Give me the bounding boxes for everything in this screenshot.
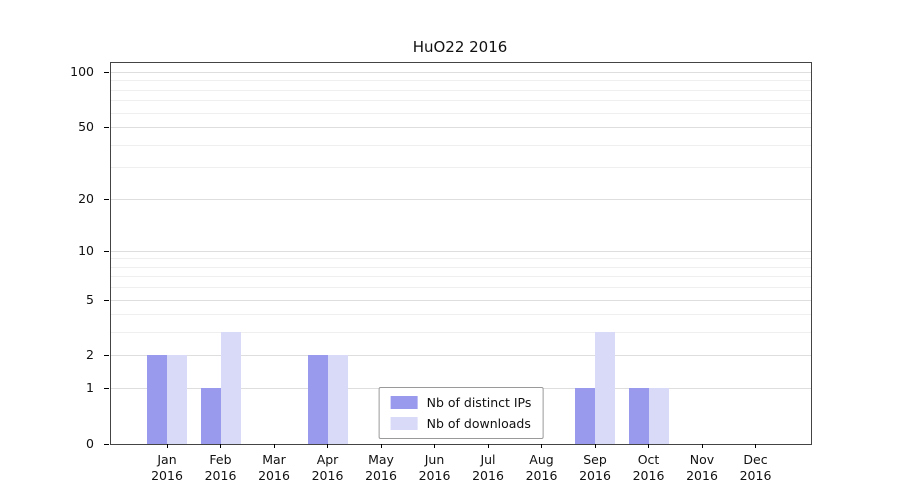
- x-tick-mark-jun: [434, 444, 435, 448]
- x-tick-mark-feb: [220, 444, 221, 448]
- gridline-40: [111, 144, 811, 146]
- x-tick-mark-jul: [487, 444, 489, 448]
- x-tick-mark-jan: [166, 444, 168, 448]
- gridline-70: [111, 100, 811, 102]
- bar-downloads-jan: [167, 355, 187, 444]
- gridline-60: [111, 112, 811, 114]
- x-tick-mark-aug: [541, 444, 542, 448]
- bar-downloads-oct: [648, 388, 669, 444]
- y-tick-mark-2: [104, 355, 109, 357]
- gridline-100: [111, 72, 811, 73]
- y-tick-label-2: 2: [86, 347, 94, 363]
- x-tick-mark-oct: [648, 444, 649, 448]
- y-tick-label-1: 1: [86, 380, 94, 396]
- x-tick-label-jan: Jan 2016: [151, 452, 183, 483]
- y-tick-label-50: 50: [78, 119, 94, 135]
- x-axis: Jan 2016 Feb 2016 Mar 2016 Apr 2016 May 2016 Jun 20…: [110, 444, 812, 498]
- bar-downloads-feb: [220, 332, 241, 444]
- y-tick-label-0: 0: [86, 436, 94, 451]
- x-tick-mark-nov: [701, 444, 703, 448]
- gridline-7: [111, 276, 811, 278]
- gridline-30: [111, 167, 811, 169]
- legend-swatch-downloads: [390, 417, 418, 430]
- y-tick-label-20: 20: [78, 190, 94, 206]
- legend-label-downloads: Nb of downloads: [426, 416, 531, 431]
- y-tick-mark-10: [104, 250, 109, 252]
- legend-swatch-distinct-ips: [390, 396, 418, 409]
- y-axis: 0 1 2 5 10 20 50 100: [0, 63, 110, 451]
- x-tick-mark-sep: [594, 444, 596, 448]
- legend-label-distinct-ips: Nb of distinct IPs: [426, 395, 532, 410]
- x-tick-label-jul: Jul 2016: [472, 452, 504, 483]
- bar-downloads-sep: [595, 332, 615, 444]
- gridline-3: [111, 332, 811, 334]
- x-tick-label-nov: Nov 2016: [686, 452, 718, 483]
- bar-distinct-ips-oct: [628, 388, 649, 444]
- y-tick-mark-50: [104, 127, 109, 129]
- gridline-50: [111, 127, 811, 129]
- legend-item-distinct-ips: Nb of distinct IPs: [390, 395, 532, 410]
- gridline-6: [111, 287, 811, 289]
- bar-distinct-ips-jan: [147, 355, 167, 444]
- bar-distinct-ips-sep: [575, 388, 595, 444]
- chart-title: HuO22 2016: [412, 38, 508, 56]
- y-tick-label-10: 10: [78, 242, 94, 258]
- gridline-4: [111, 314, 811, 316]
- gridline-8: [111, 266, 811, 268]
- plot-area: Nb of distinct IPs Nb of downloads: [110, 62, 812, 445]
- x-tick-label-apr: Apr 2016: [311, 452, 344, 483]
- y-tick-mark-100: [104, 72, 109, 73]
- x-tick-label-dec: Dec 2016: [739, 452, 772, 483]
- x-tick-mark-may: [380, 444, 382, 448]
- bar-downloads-apr: [327, 355, 348, 444]
- bar-distinct-ips-apr: [307, 355, 328, 444]
- x-tick-label-oct: Oct 2016: [632, 452, 665, 483]
- gridline-90: [111, 80, 811, 82]
- x-tick-mark-apr: [327, 444, 328, 448]
- gridline-5: [111, 299, 811, 301]
- y-tick-mark-5: [104, 299, 109, 301]
- y-tick-mark-1: [104, 388, 109, 390]
- x-tick-mark-dec: [755, 444, 756, 448]
- gridline-10: [111, 250, 811, 252]
- gridline-9: [111, 258, 811, 260]
- gridline-2: [111, 355, 811, 357]
- y-tick-mark-0: [104, 444, 109, 445]
- x-tick-mark-mar: [273, 444, 275, 448]
- legend-item-downloads: Nb of downloads: [390, 416, 532, 431]
- y-tick-label-100: 100: [70, 64, 94, 79]
- x-tick-label-feb: Feb 2016: [204, 452, 237, 483]
- x-tick-label-aug: Aug 2016: [525, 452, 558, 483]
- legend: Nb of distinct IPs Nb of downloads: [378, 387, 544, 439]
- gridline-20: [111, 198, 811, 200]
- bar-distinct-ips-feb: [200, 388, 221, 444]
- x-tick-label-sep: Sep 2016: [579, 452, 611, 483]
- gridline-80: [111, 89, 811, 91]
- y-tick-mark-20: [104, 198, 109, 200]
- x-tick-label-may: May 2016: [365, 452, 397, 483]
- x-tick-label-mar: Mar 2016: [258, 452, 290, 483]
- x-tick-label-jun: Jun 2016: [418, 452, 451, 483]
- y-tick-label-5: 5: [86, 291, 94, 307]
